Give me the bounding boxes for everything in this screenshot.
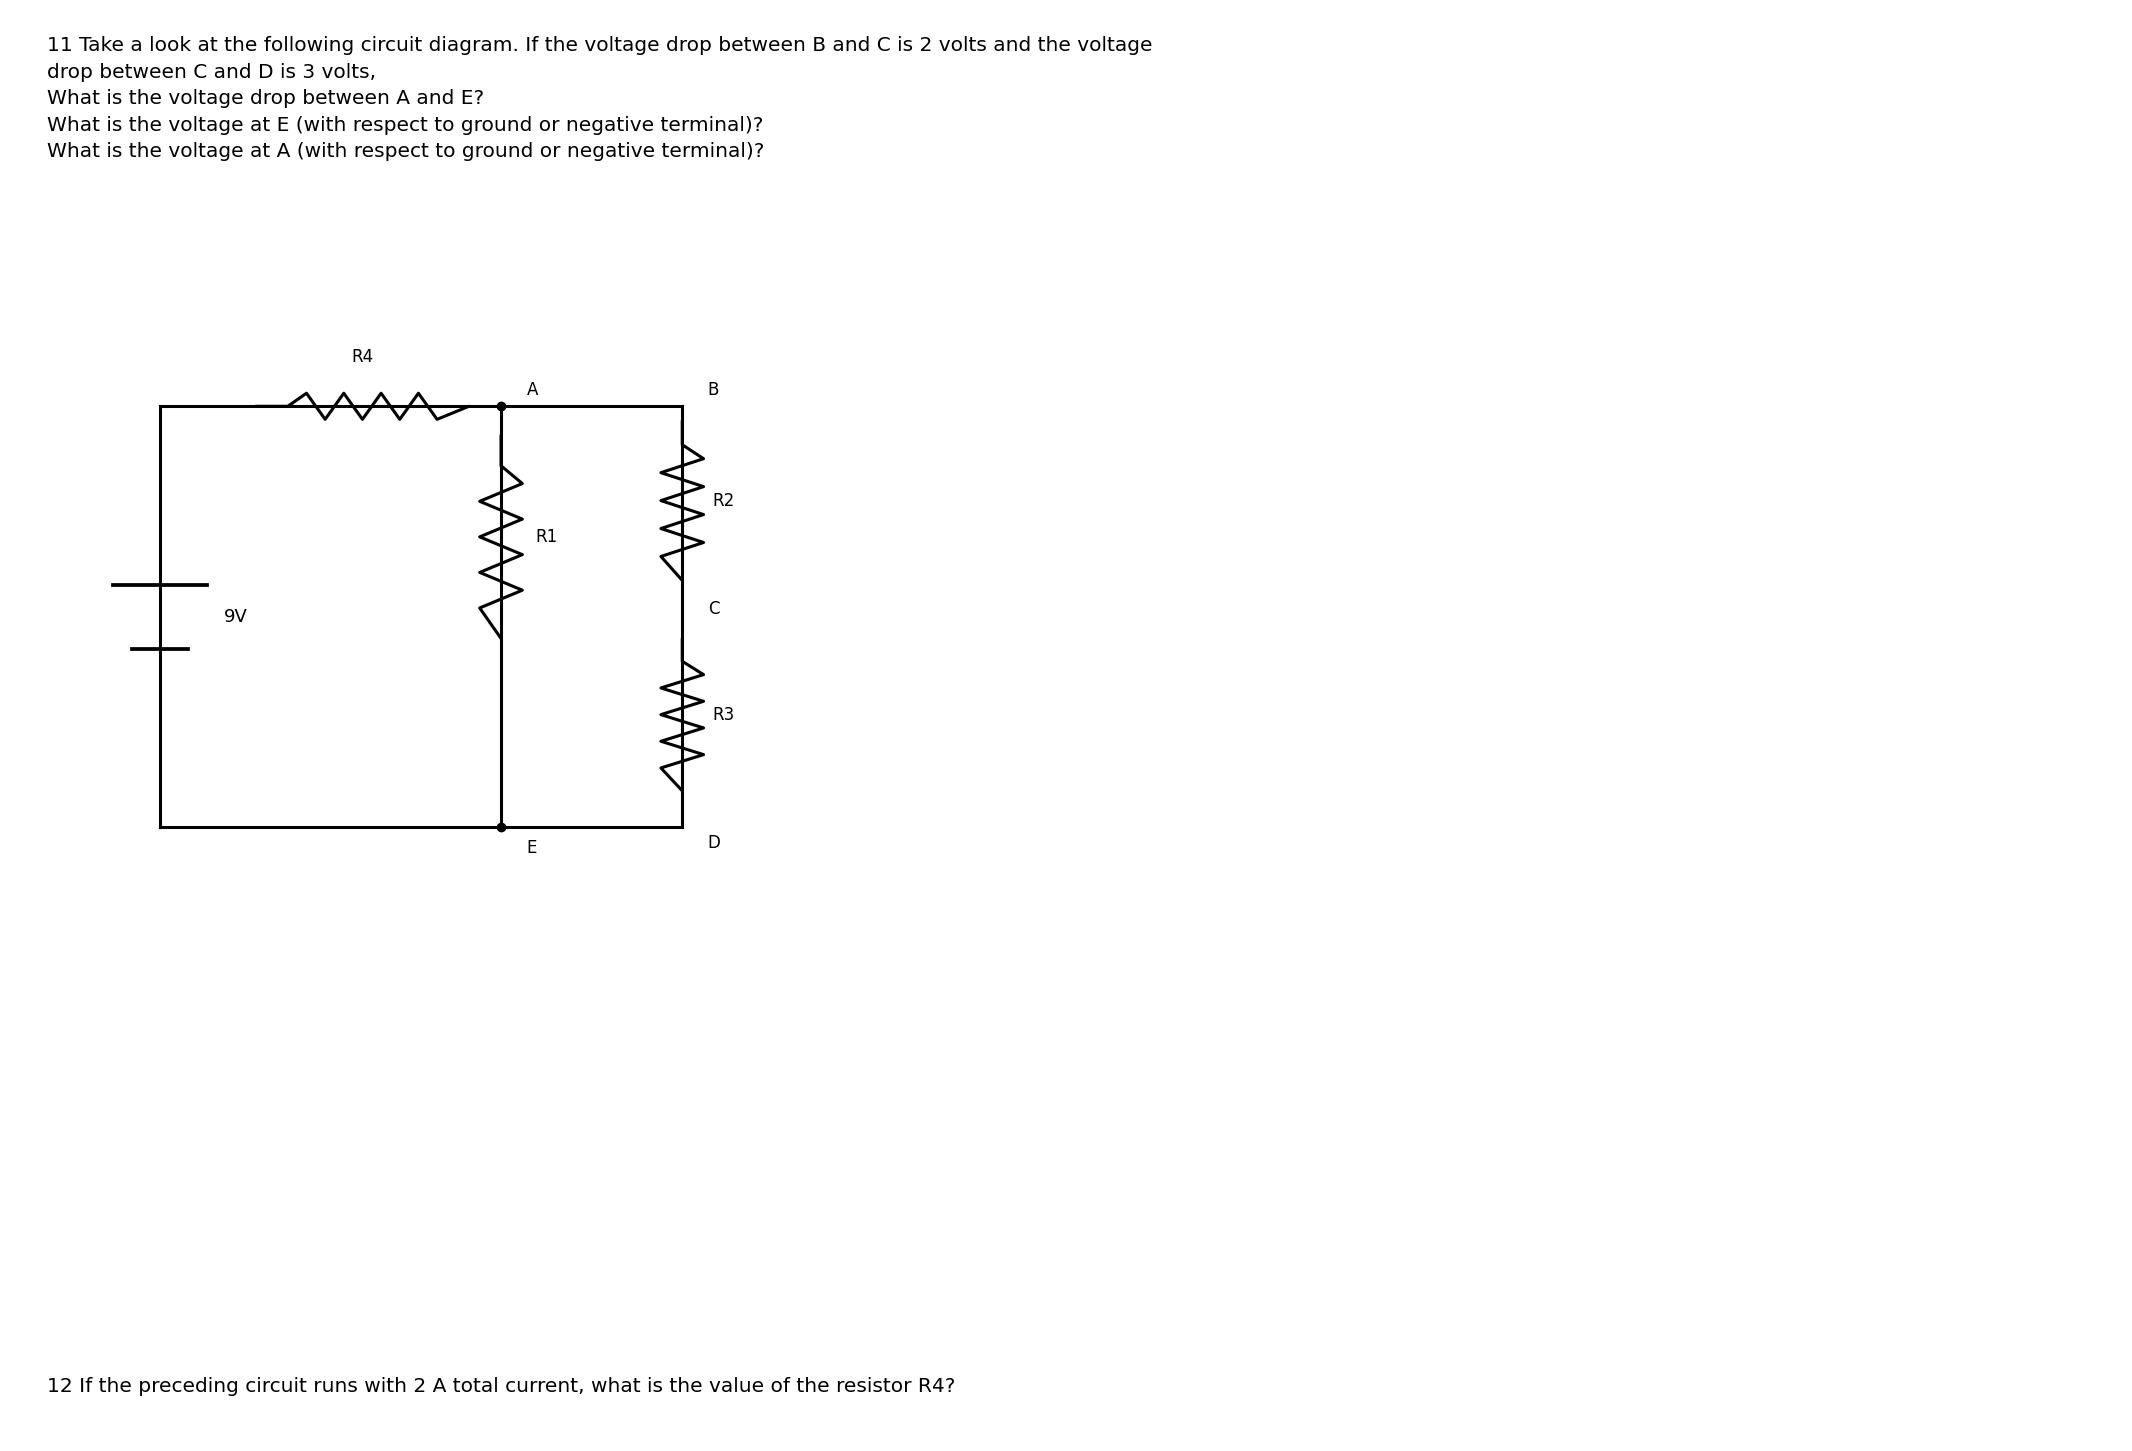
Text: R3: R3 bbox=[712, 705, 733, 724]
Text: 11 Take a look at the following circuit diagram. If the voltage drop between B a: 11 Take a look at the following circuit … bbox=[47, 36, 1153, 161]
Text: D: D bbox=[708, 834, 721, 852]
Text: 9V: 9V bbox=[224, 608, 247, 625]
Text: E: E bbox=[527, 839, 537, 856]
Text: R2: R2 bbox=[712, 492, 733, 509]
Text: A: A bbox=[527, 382, 537, 399]
Text: C: C bbox=[708, 601, 718, 618]
Text: R4: R4 bbox=[352, 348, 373, 366]
Text: 12 If the preceding circuit runs with 2 A total current, what is the value of th: 12 If the preceding circuit runs with 2 … bbox=[47, 1377, 955, 1396]
Text: R1: R1 bbox=[535, 528, 556, 546]
Text: B: B bbox=[708, 382, 718, 399]
